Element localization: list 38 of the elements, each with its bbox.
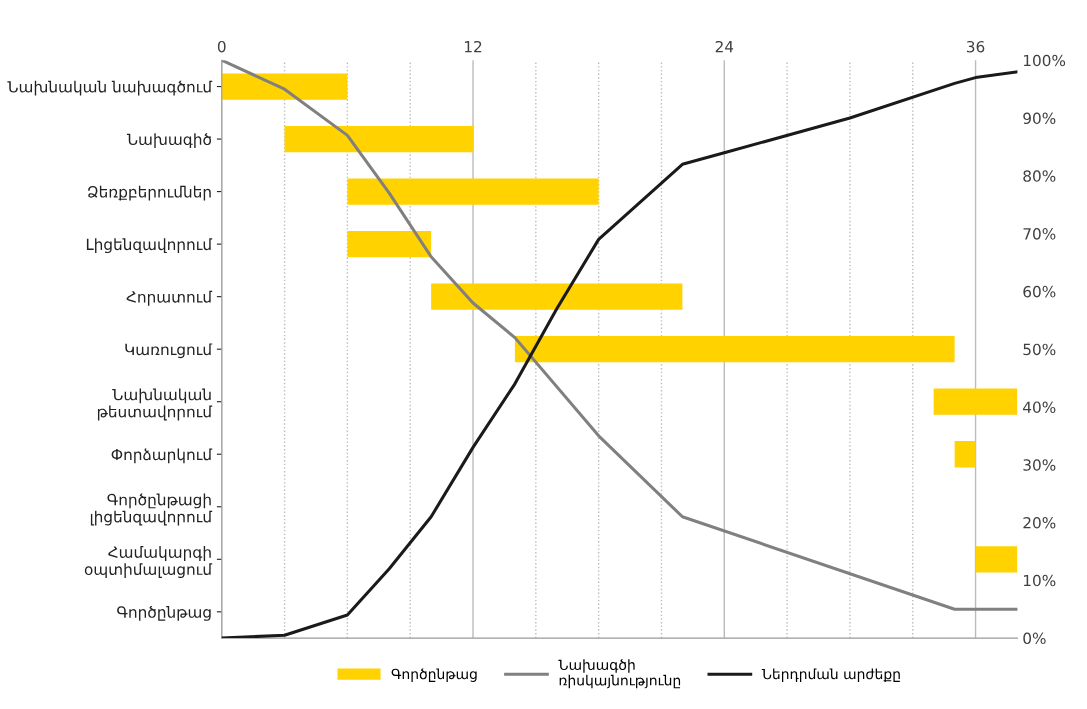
bar bbox=[347, 230, 432, 258]
y-tick-label: Նախնական թեստավորում bbox=[97, 388, 213, 421]
y-tick-label: Նախագիծ bbox=[126, 133, 212, 149]
bar bbox=[431, 283, 683, 310]
y-tick-label: 20% bbox=[1023, 517, 1056, 529]
bar bbox=[975, 546, 1018, 573]
x-tick-label: 0 bbox=[217, 40, 226, 53]
bar bbox=[514, 336, 955, 363]
legend-label: Ներդրման արժեքը bbox=[761, 668, 900, 682]
y-tick-label: Ձեռքբերումներ bbox=[88, 185, 211, 201]
x-tick-label: 36 bbox=[967, 40, 985, 53]
y-tick-label: 50% bbox=[1023, 343, 1056, 356]
y-tick-label: Լիցենզավորում bbox=[86, 238, 213, 254]
y-tick-label: 90% bbox=[1023, 112, 1056, 125]
y-tick-label: 100% bbox=[1023, 54, 1066, 67]
bar bbox=[221, 73, 348, 100]
x-tick-label: 24 bbox=[715, 40, 734, 53]
y-tick-label: Համակարգի օպտիմալացում bbox=[84, 546, 213, 578]
y-tick-label: 40% bbox=[1023, 401, 1056, 413]
y-tick-label: 0% bbox=[1023, 632, 1046, 645]
y-tick-label: Փորձարկում bbox=[111, 448, 213, 464]
y-tick-label: 30% bbox=[1023, 459, 1056, 471]
y-tick-label: Գործընթաց bbox=[117, 606, 211, 621]
y-tick-label: Նախնական նախագծում bbox=[7, 80, 213, 96]
y-tick-label: Գործընթացի լիցենզավորում bbox=[90, 493, 213, 526]
y-tick-label: 60% bbox=[1023, 285, 1056, 298]
legend-label: Գործընթաց bbox=[391, 668, 477, 682]
y-tick-label: 10% bbox=[1023, 574, 1056, 587]
bar bbox=[347, 178, 599, 205]
x-tick-label: 12 bbox=[464, 40, 482, 53]
y-tick-label: 70% bbox=[1023, 228, 1056, 240]
legend-label: Նախագծի ռիսկայնությունը bbox=[558, 659, 681, 689]
bar bbox=[933, 388, 1018, 415]
bar bbox=[284, 125, 474, 153]
y-tick-label: 80% bbox=[1023, 170, 1056, 182]
bar bbox=[954, 441, 976, 468]
y-tick-label: Հորատում bbox=[126, 290, 213, 306]
y-tick-label: Կառուցում bbox=[125, 343, 213, 359]
